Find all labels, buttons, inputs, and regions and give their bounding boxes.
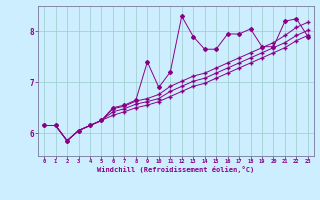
X-axis label: Windchill (Refroidissement éolien,°C): Windchill (Refroidissement éolien,°C) — [97, 166, 255, 173]
